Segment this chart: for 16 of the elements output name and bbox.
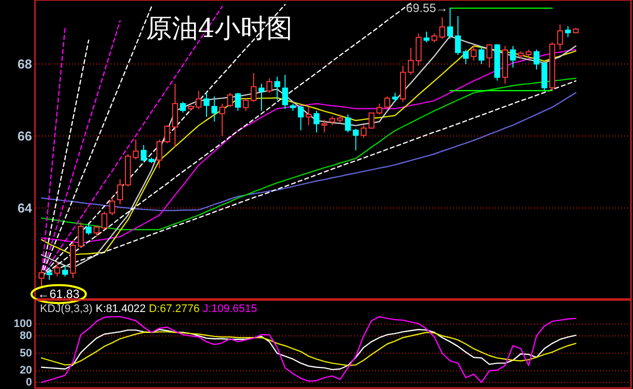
y-tick-label: 66 [18,128,32,144]
y-tick-label: 100 [14,318,32,330]
chart-title: KDJ(9,3,3) [40,303,96,315]
annotation: 69.55→ [406,1,448,16]
series-label: K:81.4022 [96,303,149,315]
annotation: ←61.83 [38,287,80,302]
y-tick-label: 0 [26,376,32,388]
y-tick-label: 80 [20,330,32,342]
series-label: D:67.2776 [148,303,203,315]
series-label: J:109.6515 [202,303,258,315]
line-series [40,316,576,383]
text: 原油4小时图 [146,14,293,44]
y-tick-label: 68 [18,56,32,72]
y-tick-label: 50 [20,347,32,360]
y-tick-label: 20 [20,364,32,377]
y-tick-label: 64 [18,200,33,216]
